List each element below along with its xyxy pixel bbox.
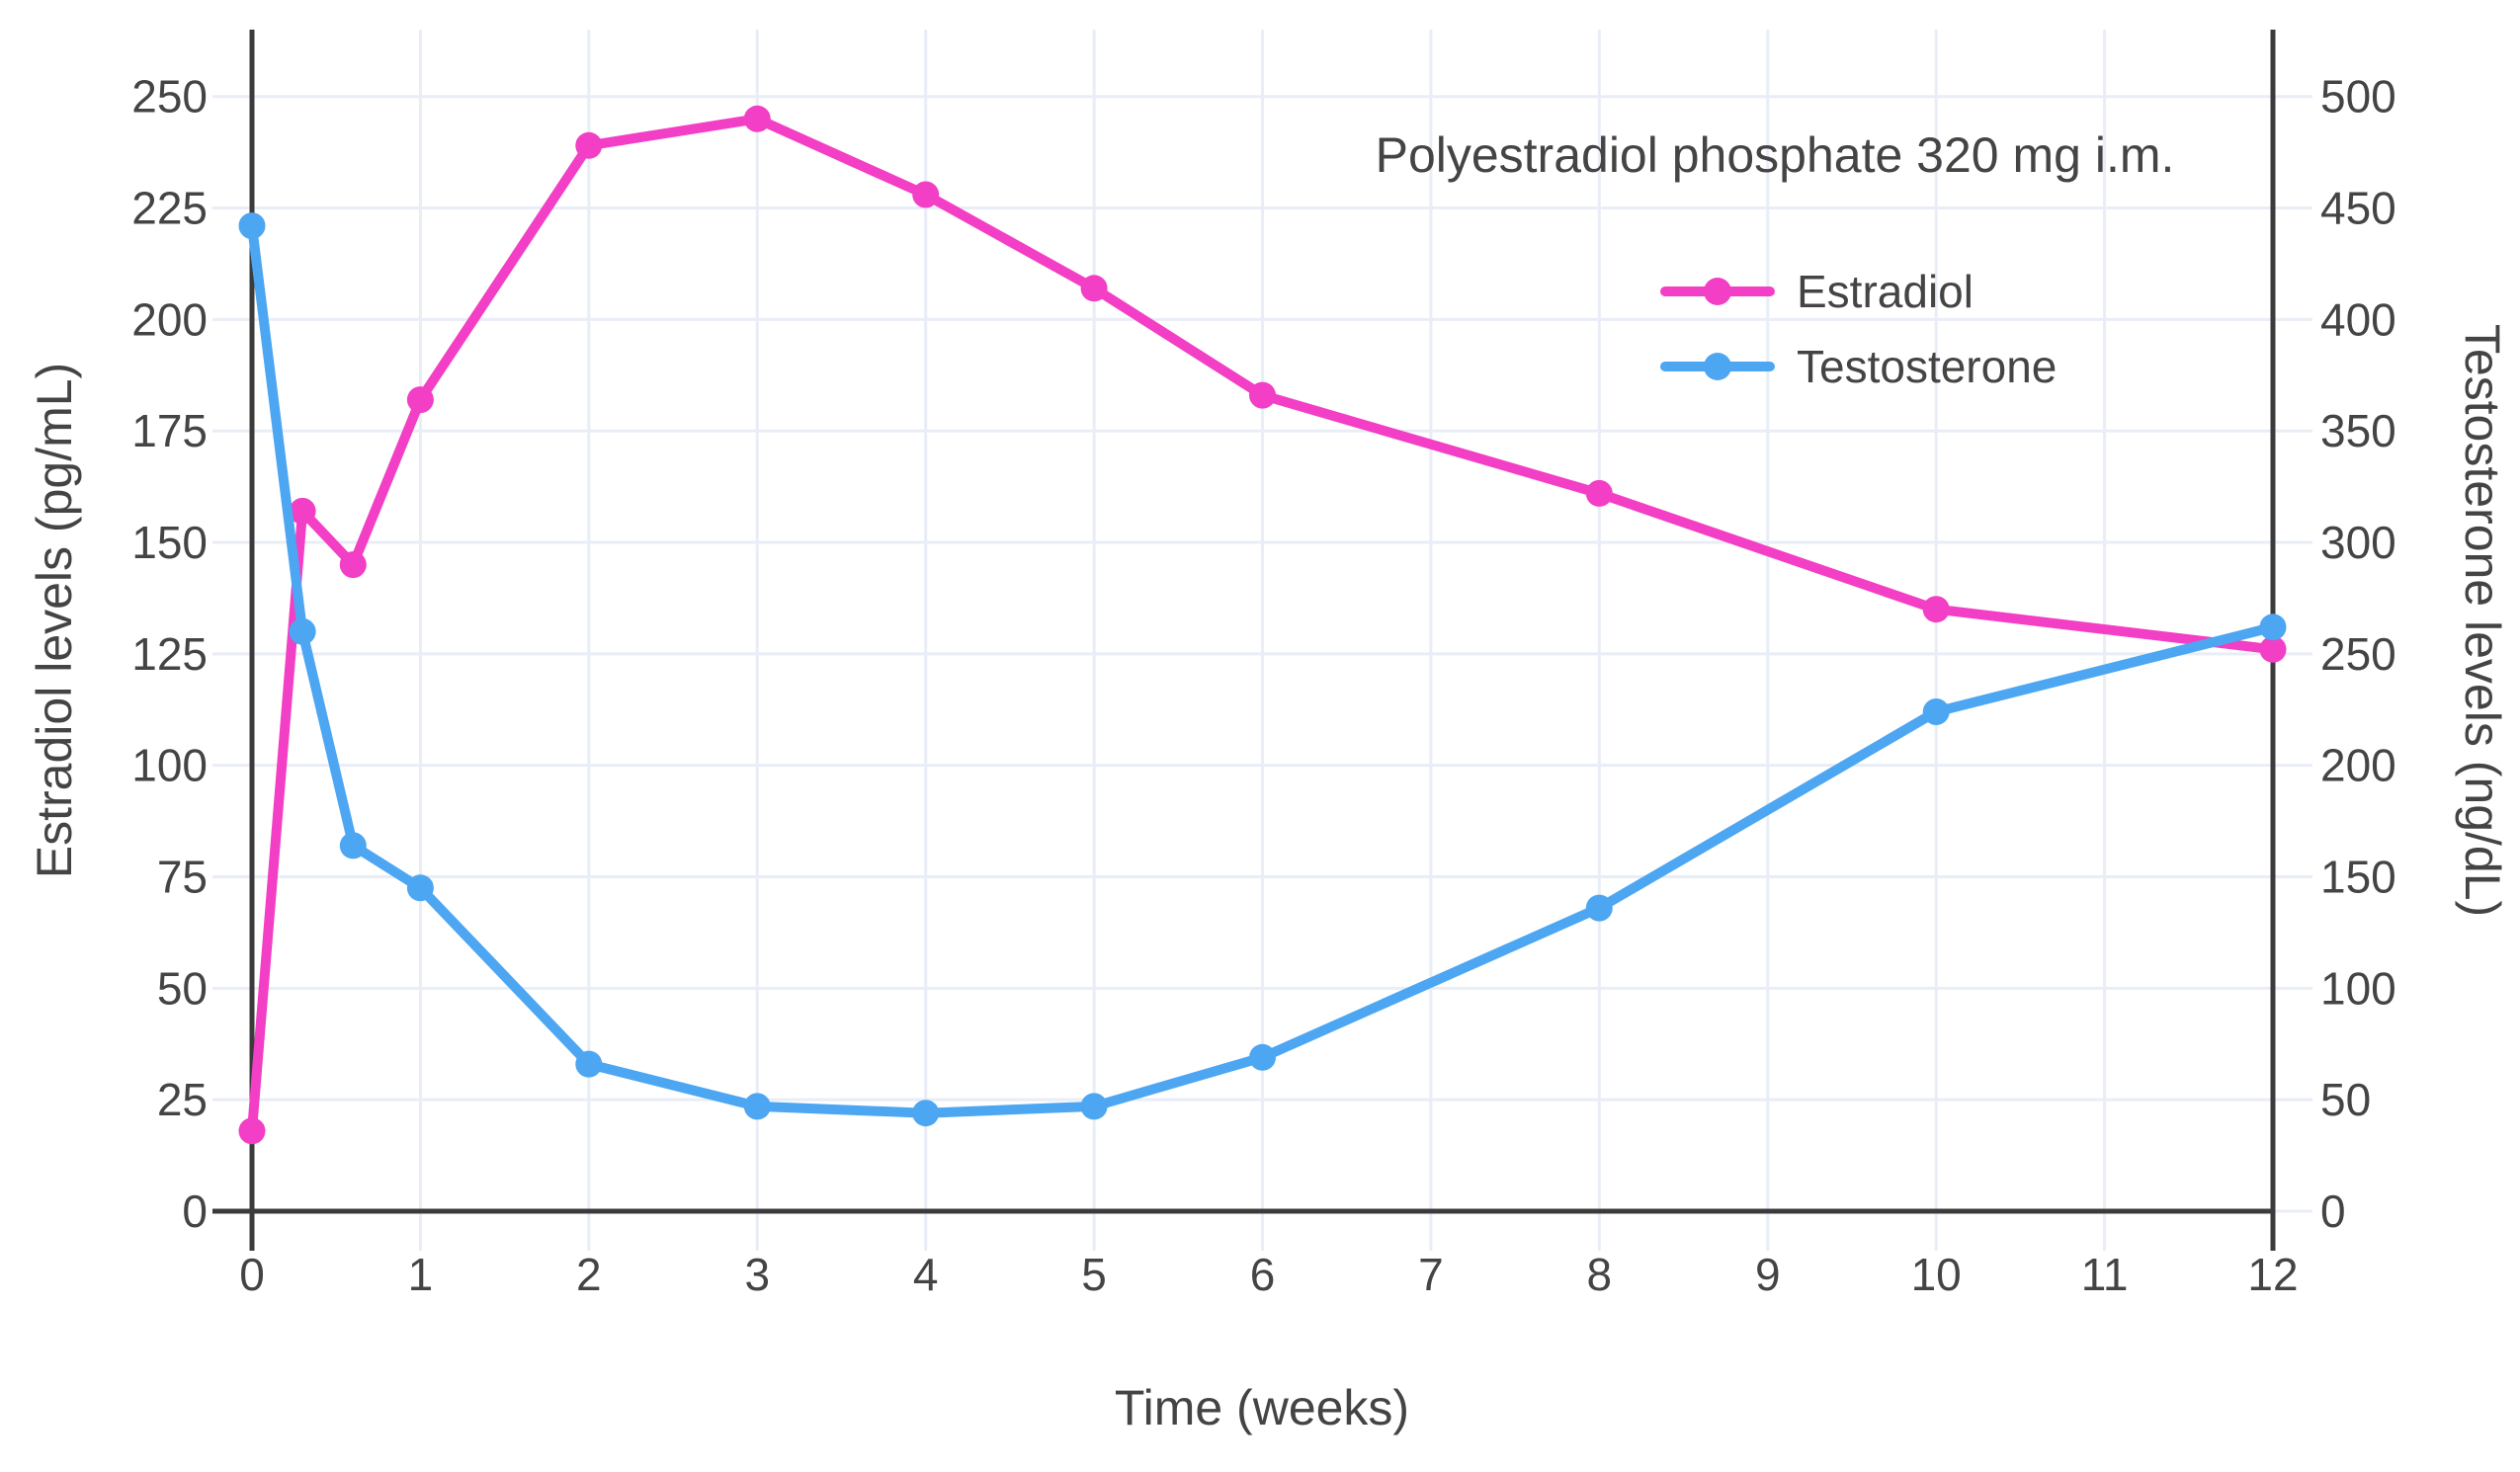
legend-item-testosterone[interactable]: Testosterone	[1660, 341, 2058, 392]
data-point-testosterone-week-4	[912, 1100, 940, 1127]
legend-marker-icon-estradiol	[1704, 278, 1731, 305]
data-point-testosterone-week-6	[1249, 1043, 1276, 1071]
y-right-tick-label-0: 0	[2320, 1186, 2346, 1237]
y-left-tick-label-25: 25	[157, 1074, 208, 1125]
data-point-estradiol-week-0	[238, 1117, 266, 1145]
data-point-testosterone-week-0.6	[339, 832, 367, 859]
y-axis-right-title: Testosterone levels (ng/dL)	[2455, 323, 2510, 918]
x-tick-label-5: 5	[1081, 1249, 1107, 1300]
data-point-testosterone-week-0.3	[289, 617, 316, 645]
legend-label-testosterone: Testosterone	[1797, 341, 2058, 392]
x-tick-label-3: 3	[744, 1249, 770, 1300]
y-right-tick-label-350: 350	[2320, 405, 2396, 456]
data-point-testosterone-week-0	[238, 212, 266, 240]
y-right-tick-label-200: 200	[2320, 740, 2396, 791]
data-point-estradiol-week-5	[1080, 275, 1108, 302]
x-tick-label-9: 9	[1755, 1249, 1781, 1300]
legend-line-estradiol	[1660, 278, 1775, 305]
y-right-tick-label-250: 250	[2320, 628, 2396, 680]
data-point-estradiol-week-12	[2259, 635, 2287, 663]
legend-line-testosterone	[1660, 353, 1775, 380]
y-left-tick-label-50: 50	[157, 962, 208, 1014]
legend: Estradiol Testosterone	[1660, 266, 2058, 392]
data-point-testosterone-week-5	[1080, 1093, 1108, 1120]
data-point-estradiol-week-10	[1922, 596, 1950, 623]
y-right-tick-label-300: 300	[2320, 517, 2396, 568]
y-left-tick-label-0: 0	[182, 1186, 208, 1237]
y-right-tick-label-100: 100	[2320, 962, 2396, 1014]
data-point-testosterone-week-8	[1585, 894, 1613, 922]
x-tick-label-1: 1	[408, 1249, 434, 1300]
x-tick-label-8: 8	[1587, 1249, 1613, 1300]
x-tick-label-12: 12	[2247, 1249, 2298, 1300]
x-tick-label-10: 10	[1911, 1249, 1962, 1300]
data-point-estradiol-week-4	[912, 181, 940, 208]
data-point-testosterone-week-1	[406, 874, 434, 902]
data-point-estradiol-week-2	[575, 131, 603, 159]
series-line-testosterone	[247, 220, 2278, 1118]
legend-label-estradiol: Estradiol	[1797, 266, 1974, 317]
chart-annotation: Polyestradiol phosphate 320 mg i.m.	[1375, 127, 2175, 183]
y-left-tick-label-175: 175	[131, 405, 208, 456]
y-axis-left-title: Estradiol levels (pg/mL)	[27, 362, 82, 879]
x-tick-label-2: 2	[576, 1249, 602, 1300]
data-point-estradiol-week-6	[1249, 381, 1276, 409]
x-tick-label-0: 0	[239, 1249, 265, 1300]
x-tick-label-4: 4	[913, 1249, 939, 1300]
x-tick-label-11: 11	[2081, 1249, 2129, 1300]
x-tick-label-6: 6	[1250, 1249, 1276, 1300]
y-left-tick-label-200: 200	[131, 293, 208, 345]
data-point-testosterone-week-3	[743, 1093, 771, 1120]
y-left-tick-label-150: 150	[131, 517, 208, 568]
legend-item-estradiol[interactable]: Estradiol	[1660, 266, 2057, 317]
y-left-tick-label-250: 250	[131, 71, 208, 123]
y-left-tick-label-75: 75	[157, 852, 208, 903]
y-right-tick-label-50: 50	[2320, 1074, 2371, 1125]
data-point-estradiol-week-3	[743, 105, 771, 132]
data-point-estradiol-week-0.6	[339, 551, 367, 579]
data-point-testosterone-week-10	[1922, 698, 1950, 725]
data-point-estradiol-week-0.3	[289, 497, 316, 525]
data-point-estradiol-week-1	[406, 386, 434, 414]
data-point-testosterone-week-12	[2259, 613, 2287, 641]
data-point-testosterone-week-2	[575, 1050, 603, 1078]
y-left-tick-label-225: 225	[131, 183, 208, 234]
x-tick-label-7: 7	[1418, 1249, 1444, 1300]
y-right-tick-label-400: 400	[2320, 293, 2396, 345]
y-left-tick-label-100: 100	[131, 740, 208, 791]
x-axis-title: Time (weeks)	[1114, 1380, 1410, 1435]
y-right-tick-label-500: 500	[2320, 71, 2396, 123]
y-right-tick-label-450: 450	[2320, 183, 2396, 234]
data-point-estradiol-week-8	[1585, 479, 1613, 507]
legend-marker-icon-testosterone	[1704, 353, 1731, 380]
y-left-tick-label-125: 125	[131, 628, 208, 680]
y-right-tick-label-150: 150	[2320, 852, 2396, 903]
